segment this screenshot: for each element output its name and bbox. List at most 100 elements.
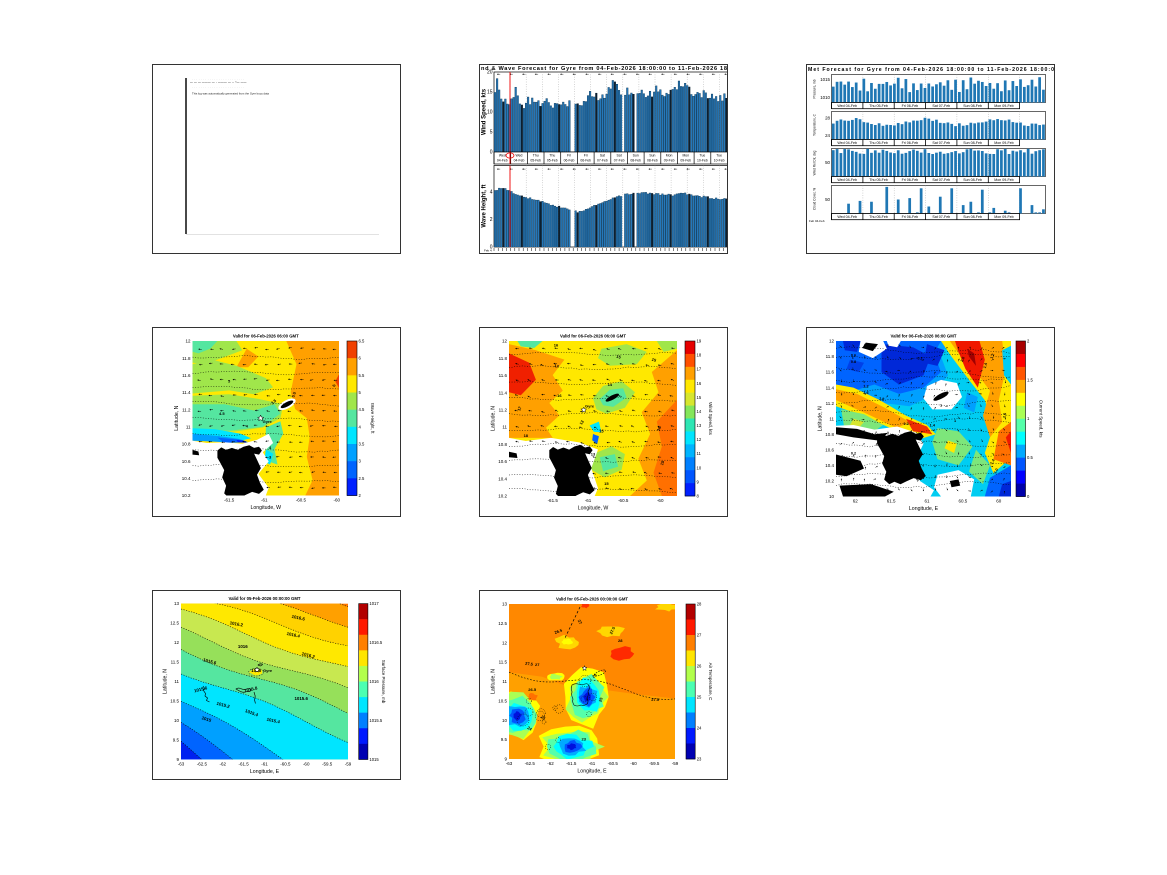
svg-text:11.2: 11.2 — [826, 401, 835, 406]
svg-text:Mon: Mon — [666, 154, 673, 158]
svg-text:-59.5: -59.5 — [649, 761, 660, 766]
svg-text:27: 27 — [697, 633, 702, 638]
svg-text:1017: 1017 — [369, 601, 379, 606]
svg-text:Sat 07-Feb: Sat 07-Feb — [932, 178, 950, 182]
svg-text:18: 18 — [697, 353, 702, 358]
svg-text:50: 50 — [825, 160, 830, 165]
svg-text:Longitude, E: Longitude, E — [250, 769, 280, 775]
svg-text:Fri 06-Feb: Fri 06-Feb — [902, 104, 919, 108]
svg-text:Tue: Tue — [700, 154, 706, 158]
svg-text:Thu 05-Feb: Thu 05-Feb — [869, 104, 888, 108]
svg-text:0: 0 — [490, 245, 493, 251]
svg-text:6: 6 — [331, 383, 336, 387]
svg-text:Sun 08-Feb: Sun 08-Feb — [963, 215, 982, 219]
svg-text:— — — ——— — · ——— — ·· "— ——: — — — ——— — · ——— — ·· "— —— — [190, 81, 247, 85]
svg-text:10.2: 10.2 — [825, 479, 834, 484]
svg-text:15: 15 — [659, 459, 665, 465]
svg-text:09-Feb: 09-Feb — [664, 159, 675, 163]
svg-text:14: 14 — [608, 382, 613, 387]
svg-text:13: 13 — [591, 452, 596, 457]
svg-text:61: 61 — [924, 499, 930, 504]
svg-text:28: 28 — [618, 638, 623, 643]
svg-text:24: 24 — [825, 133, 830, 138]
svg-text:-60.5: -60.5 — [618, 498, 629, 503]
svg-text:Thu 05-Feb: Thu 05-Feb — [869, 178, 888, 182]
svg-text:0.6: 0.6 — [851, 354, 856, 358]
svg-text:08-Feb: 08-Feb — [647, 159, 658, 163]
svg-text:1010: 1010 — [820, 95, 830, 100]
svg-text:Mon 09-Feb: Mon 09-Feb — [994, 178, 1013, 182]
svg-text:Valid for 05-Feb-2026 00:00:00: Valid for 05-Feb-2026 00:00:00 GMT — [556, 597, 628, 602]
svg-text:-59: -59 — [345, 761, 352, 766]
svg-text:15: 15 — [651, 357, 658, 363]
svg-text:-61: -61 — [261, 498, 268, 503]
svg-text:Latitude, N: Latitude, N — [174, 405, 180, 430]
svg-text:11.2: 11.2 — [182, 407, 191, 412]
svg-text:1: 1 — [954, 419, 956, 423]
svg-text:Latitude, N: Latitude, N — [491, 669, 497, 694]
svg-text:Feb 04-Feb: Feb 04-Feb — [809, 219, 825, 223]
svg-text:-61.5: -61.5 — [224, 498, 235, 503]
svg-text:Fri: Fri — [567, 154, 571, 158]
svg-text:4.5: 4.5 — [219, 411, 225, 416]
svg-text:-60.5: -60.5 — [608, 761, 619, 766]
svg-text:Valid for 05-Feb-2026 00:00:00: Valid for 05-Feb-2026 00:00:00 GMT — [228, 596, 300, 601]
svg-text:-60: -60 — [334, 498, 341, 503]
svg-text:9: 9 — [697, 479, 700, 484]
svg-text:-62: -62 — [220, 761, 227, 766]
svg-text:Fri 06-Feb: Fri 06-Feb — [902, 141, 919, 145]
svg-text:1015.4: 1015.4 — [244, 708, 259, 717]
svg-text:nd & Wave Forecast for Gyre fr: nd & Wave Forecast for Gyre from 04-Feb-… — [481, 66, 727, 72]
svg-text:This log was automatically gen: This log was automatically generated fro… — [192, 92, 269, 96]
svg-text:Sun 08-Feb: Sun 08-Feb — [963, 104, 982, 108]
svg-text:Gyre: Gyre — [263, 668, 273, 673]
svg-text:06-Feb: 06-Feb — [564, 159, 575, 163]
svg-text:-62.5: -62.5 — [525, 761, 536, 766]
svg-text:1016.2: 1016.2 — [301, 651, 316, 659]
svg-text:5.5: 5.5 — [290, 390, 297, 398]
svg-text:6: 6 — [359, 356, 362, 361]
svg-text:9.5: 9.5 — [501, 737, 508, 742]
svg-text:27: 27 — [535, 662, 540, 667]
svg-text:Latitude, N: Latitude, N — [818, 406, 824, 431]
svg-text:11.6: 11.6 — [826, 370, 835, 375]
svg-text:15: 15 — [604, 481, 609, 486]
svg-text:11.6: 11.6 — [499, 373, 508, 378]
svg-text:15: 15 — [697, 395, 702, 400]
svg-text:10.4: 10.4 — [825, 463, 834, 468]
svg-text:10.2: 10.2 — [498, 494, 507, 499]
svg-text:1.8: 1.8 — [879, 397, 885, 402]
svg-text:2: 2 — [490, 217, 493, 223]
svg-text:0.2: 0.2 — [917, 357, 922, 361]
svg-text:. . . . . . . . . . .: . . . . . . . . . . . . . . . . . . . . … — [192, 86, 245, 89]
svg-text:4.5: 4.5 — [359, 407, 365, 412]
svg-text:1015.2: 1015.2 — [216, 701, 231, 709]
svg-text:1016.4: 1016.4 — [286, 631, 301, 639]
svg-text:Sun 08-Feb: Sun 08-Feb — [963, 178, 982, 182]
svg-text:1015.8: 1015.8 — [244, 685, 259, 693]
svg-text:27.5: 27.5 — [608, 625, 616, 635]
svg-text:1.4: 1.4 — [930, 424, 936, 428]
svg-text:Fri 06-Feb: Fri 06-Feb — [902, 178, 919, 182]
svg-text:12.5: 12.5 — [498, 621, 507, 626]
svg-text:12: 12 — [502, 640, 508, 645]
svg-text:-63: -63 — [178, 761, 185, 766]
svg-text:11.8: 11.8 — [826, 354, 835, 359]
svg-text:05-Feb: 05-Feb — [530, 159, 541, 163]
svg-text:1015.6: 1015.6 — [193, 685, 208, 693]
svg-text:Longitude, W: Longitude, W — [251, 505, 282, 511]
svg-text:1.2: 1.2 — [903, 422, 908, 426]
svg-text:1016.6: 1016.6 — [291, 614, 306, 622]
svg-text:Mon 09-Feb: Mon 09-Feb — [994, 104, 1013, 108]
svg-text:5: 5 — [228, 379, 231, 384]
svg-text:Sat 07-Feb: Sat 07-Feb — [932, 141, 950, 145]
svg-text:9.5: 9.5 — [173, 738, 180, 743]
svg-text:0.8: 0.8 — [851, 360, 856, 364]
svg-text:11.4: 11.4 — [499, 390, 508, 395]
svg-text:11.6: 11.6 — [182, 373, 191, 378]
svg-text:. . . . . . . . . . .: . . . . . . . . . . . . . . . . . . . . … — [192, 78, 245, 81]
svg-text:Longitude, E: Longitude, E — [577, 769, 607, 775]
svg-text:1.2: 1.2 — [990, 353, 996, 359]
svg-text:10.2: 10.2 — [182, 493, 191, 498]
svg-text:12.5: 12.5 — [170, 621, 179, 626]
